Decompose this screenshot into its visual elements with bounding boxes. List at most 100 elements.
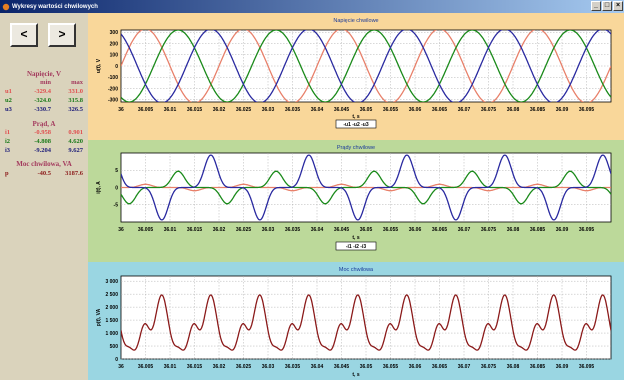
x-tick-label: 36.06	[409, 364, 422, 370]
voltage-heading: Napięcie, V	[26, 70, 62, 78]
stats-min-value: -4.808	[34, 138, 51, 145]
x-tick-label: 36.005	[138, 107, 154, 113]
y-tick-label: 3 000	[105, 279, 118, 285]
x-tick-label: 36.005	[138, 227, 154, 233]
minimize-button[interactable]: _	[591, 1, 601, 11]
x-tick-label: 36	[118, 364, 124, 370]
stats-min-value: -330.7	[34, 106, 51, 113]
stats-label: u2	[5, 97, 12, 104]
x-tick-label: 36.095	[579, 107, 595, 113]
power-chart-panel: Moc chwilowa 36 36.005 36.01 36.015 36.02 36.0…	[88, 262, 624, 380]
y-tick-label: 100	[110, 53, 119, 59]
y-tick-label: 0	[115, 357, 118, 363]
app-icon	[2, 3, 10, 10]
x-tick-label: 36.015	[187, 364, 203, 370]
x-tick-label: 36	[118, 107, 124, 113]
x-tick-label: 36.04	[311, 364, 324, 370]
y-tick-label: 1 500	[105, 318, 118, 324]
x-tick-label: 36.055	[383, 227, 399, 233]
x-tick-label: 36.015	[187, 227, 203, 233]
x-tick-label: 36.075	[481, 364, 497, 370]
x-tick-label: 36.045	[334, 227, 350, 233]
chart-title: Napięcie chwilowe	[333, 18, 378, 24]
close-button[interactable]: ×	[613, 1, 623, 11]
stats-row-u3: u3 -330.7 326.5	[5, 106, 85, 113]
x-tick-label: 36.015	[187, 107, 203, 113]
x-tick-label: 36.08	[507, 227, 520, 233]
y-tick-label: -300	[108, 98, 118, 104]
series-line-u1	[121, 30, 611, 102]
x-tick-label: 36.045	[334, 107, 350, 113]
x-tick-label: 36.07	[458, 364, 471, 370]
x-tick-label: 36.08	[507, 107, 520, 113]
stats-row-p: p -40.5 3187.6	[5, 170, 85, 177]
x-tick-label: 36.02	[213, 364, 226, 370]
y-tick-label: 300	[110, 30, 119, 36]
y-tick-label: 0	[115, 64, 118, 70]
x-tick-label: 36.08	[507, 364, 520, 370]
x-tick-label: 36.03	[262, 364, 275, 370]
x-tick-label: 36.04	[311, 227, 324, 233]
legend-text: -i1 -i2 -i3	[346, 244, 367, 250]
x-tick-label: 36.06	[409, 227, 422, 233]
x-tick-label: 36.095	[579, 227, 595, 233]
x-tick-label: 36.07	[458, 227, 471, 233]
y-tick-label: 500	[110, 344, 119, 350]
x-tick-label: 36.025	[236, 107, 252, 113]
series-line-p	[121, 294, 611, 351]
stats-max-value: 9.627	[68, 147, 83, 154]
stats-col-headers: min max	[5, 79, 85, 86]
series-line-u2	[121, 30, 611, 102]
power-chart: Moc chwilowa 36 36.005 36.01 36.015 36.02 36.0…	[96, 267, 612, 378]
x-tick-label: 36.02	[213, 107, 226, 113]
x-tick-label: 36.025	[236, 227, 252, 233]
stats-row-i2: i2 -4.808 4.620	[5, 138, 85, 145]
stats-max-value: 0.901	[68, 129, 83, 136]
stats-row-i3: i3 -9.204 9.627	[5, 147, 85, 154]
stats-label: u3	[5, 106, 12, 113]
y-tick-label: 2 500	[105, 292, 118, 298]
x-tick-label: 36.065	[432, 364, 448, 370]
x-tick-label: 36.085	[530, 364, 546, 370]
x-tick-label: 36.04	[311, 107, 324, 113]
side-panel: < > Napięcie, V min max u1 -329.4 331.0 u2 -…	[0, 13, 88, 380]
x-tick-label: 36.05	[360, 364, 373, 370]
x-tick-label: 36.075	[481, 227, 497, 233]
current-heading: Prąd, A	[32, 120, 56, 128]
stats-label: p	[5, 170, 9, 177]
x-tick-label: 36.03	[262, 227, 275, 233]
legend-text: -u1 -u2 -u3	[343, 122, 368, 128]
stats-max-value: 3187.6	[65, 170, 83, 177]
current-chart: Prądy chwilowe 36 36.005 36.01 36.015 36.02 36…	[96, 145, 612, 251]
stats-row-i1: i1 -0.958 0.901	[5, 129, 85, 136]
x-tick-label: 36.085	[530, 107, 546, 113]
series-line-i2	[121, 170, 611, 205]
window-title: Wykresy wartości chwilowych	[12, 3, 98, 10]
stats-min-value: -329.4	[34, 88, 51, 95]
y-axis-label: p(t), VA	[96, 308, 102, 326]
x-tick-label: 36.035	[285, 107, 301, 113]
y-axis-label: i(t), A	[96, 181, 102, 194]
power-heading: Moc chwilowa, VA	[16, 160, 72, 168]
voltage-chart-panel: Napięcie chwilowe 36 36.005 36.01 36.015 36.0…	[88, 13, 624, 140]
maximize-button[interactable]: □	[602, 1, 612, 11]
stats-label: i3	[5, 147, 11, 154]
next-button[interactable]: >	[48, 23, 76, 47]
chart-title: Moc chwilowa	[339, 267, 374, 273]
x-tick-label: 36.01	[164, 227, 177, 233]
x-tick-label: 36.065	[432, 107, 448, 113]
stats-min-value: -324.0	[34, 97, 51, 104]
stats-max-value: 331.0	[68, 88, 83, 95]
voltage-chart: Napięcie chwilowe 36 36.005 36.01 36.015 36.0…	[96, 18, 612, 129]
x-tick-label: 36.05	[360, 107, 373, 113]
x-tick-label: 36.01	[164, 364, 177, 370]
x-tick-label: 36.09	[556, 364, 569, 370]
stats-row-u1: u1 -329.4 331.0	[5, 88, 85, 95]
y-tick-label: 200	[110, 41, 119, 47]
y-tick-label: 5	[115, 168, 118, 174]
prev-button[interactable]: <	[10, 23, 38, 47]
x-tick-label: 36.035	[285, 364, 301, 370]
stats-row-u2: u2 -324.0 315.8	[5, 97, 85, 104]
y-tick-label: 1 000	[105, 331, 118, 337]
y-tick-label: -200	[108, 86, 118, 92]
